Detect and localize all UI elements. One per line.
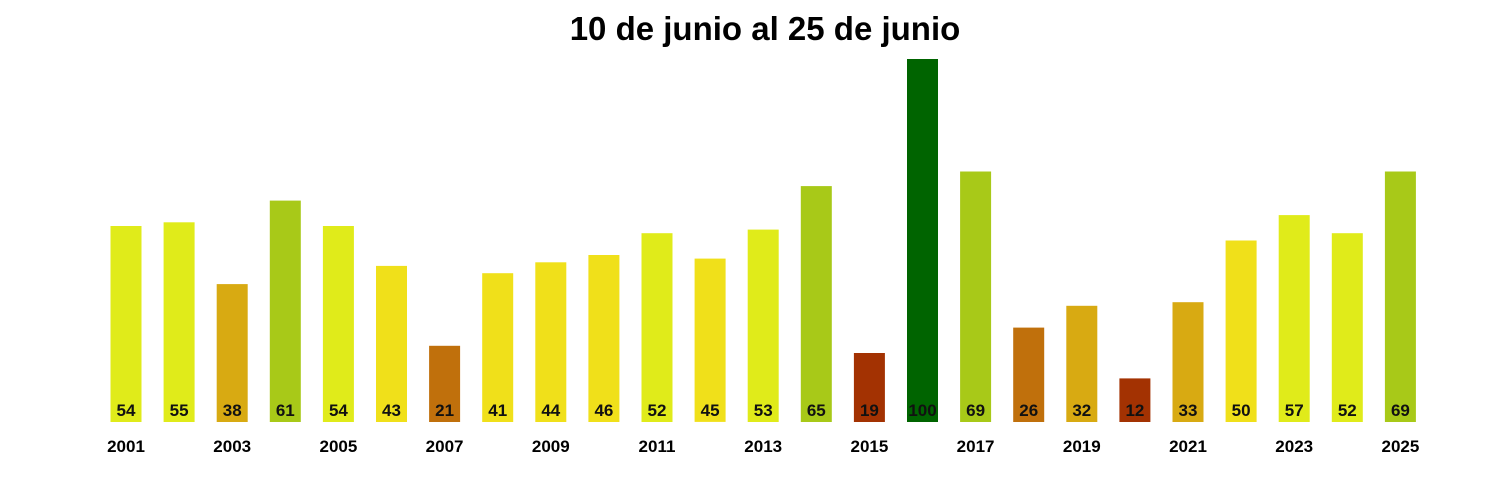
bar-2023 [1278, 215, 1310, 422]
x-tick-label-2023: 2023 [1275, 437, 1313, 456]
bar-2012 [694, 258, 726, 422]
bar-value-label-2024: 52 [1338, 401, 1357, 420]
x-tick-label-2025: 2025 [1381, 437, 1419, 456]
bar-2004 [269, 200, 301, 422]
bar-value-label-2011: 52 [648, 401, 667, 420]
bar-2024 [1331, 233, 1363, 422]
bar-value-label-2002: 55 [170, 401, 189, 420]
bar-2019 [1066, 305, 1098, 422]
bar-value-label-2004: 61 [276, 401, 295, 420]
bar-2002 [163, 222, 195, 422]
bar-2009 [535, 262, 567, 422]
bar-2020 [1119, 378, 1151, 422]
bar-value-label-2007: 21 [435, 401, 454, 420]
x-tick-label-2005: 2005 [319, 437, 357, 456]
x-tick-label-2019: 2019 [1063, 437, 1101, 456]
x-tick-label-2015: 2015 [850, 437, 888, 456]
x-tick-label-2013: 2013 [744, 437, 782, 456]
bar-value-label-2012: 45 [701, 401, 720, 420]
bar-value-label-2014: 65 [807, 401, 826, 420]
bar-value-label-2003: 38 [223, 401, 242, 420]
bar-value-label-2025: 69 [1391, 401, 1410, 420]
bar-2014 [800, 186, 832, 422]
bar-2016 [907, 59, 938, 422]
bar-value-label-2023: 57 [1285, 401, 1304, 420]
x-tick-label-2009: 2009 [532, 437, 570, 456]
bar-2008 [482, 273, 514, 422]
bar-value-label-2001: 54 [117, 401, 136, 420]
bar-value-label-2008: 41 [488, 401, 507, 420]
bar-2017 [960, 171, 992, 422]
bar-value-label-2018: 26 [1019, 401, 1038, 420]
x-tick-label-2017: 2017 [957, 437, 995, 456]
bar-value-label-2013: 53 [754, 401, 773, 420]
bar-value-label-2021: 33 [1179, 401, 1198, 420]
bar-value-label-2017: 69 [966, 401, 985, 420]
bar-2005 [322, 226, 354, 422]
bar-value-label-2006: 43 [382, 401, 401, 420]
bar-2007 [429, 345, 461, 422]
bar-2011 [641, 233, 673, 422]
bar-2010 [588, 255, 620, 422]
chart-title: 10 de junio al 25 de junio [569, 10, 961, 47]
bar-value-label-2022: 50 [1232, 401, 1251, 420]
bars-group [110, 59, 1416, 422]
bar-2001 [110, 226, 142, 422]
x-axis-ticks: 2001 2003 2005 2007 2009 2011 2013 2015 2017 2019… [107, 437, 1419, 456]
bar-2021 [1172, 302, 1204, 422]
bar-2018 [1013, 327, 1045, 422]
x-tick-label-2003: 2003 [213, 437, 251, 456]
x-tick-label-2021: 2021 [1169, 437, 1207, 456]
bar-value-label-2019: 32 [1072, 401, 1091, 420]
bar-2003 [216, 284, 248, 422]
bar-value-label-2020: 12 [1125, 401, 1144, 420]
bar-2015 [853, 353, 885, 422]
bar-2013 [747, 229, 779, 422]
bar-2006 [376, 265, 407, 422]
x-tick-label-2001: 2001 [107, 437, 145, 456]
bar-value-label-2010: 46 [594, 401, 613, 420]
bar-value-label-2009: 44 [541, 401, 560, 420]
x-tick-label-2007: 2007 [426, 437, 464, 456]
x-tick-label-2011: 2011 [639, 437, 676, 456]
bar-2022 [1225, 240, 1257, 422]
bar-labels-group: 54 55 38 61 54 43 21 41 44 46 52 45 53 65 19 100 69 26 32 1… [117, 401, 1410, 420]
bar-value-label-2015: 19 [860, 401, 879, 420]
bar-value-label-2016: 100 [908, 401, 936, 420]
bar-value-label-2005: 54 [329, 401, 348, 420]
bar-2025 [1384, 171, 1416, 422]
